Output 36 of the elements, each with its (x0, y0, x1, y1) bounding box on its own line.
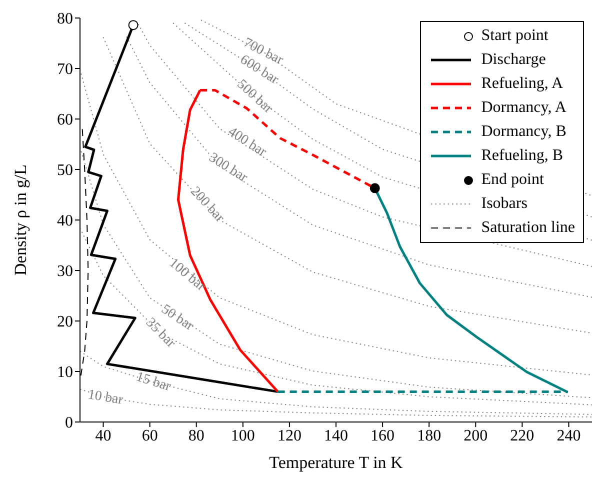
y-axis-title: Density ρ in g/L (11, 164, 30, 276)
annotation: 15 bar (134, 370, 173, 395)
legend-label: Saturation line (481, 218, 575, 238)
y-tick-label: 30 (57, 263, 73, 280)
x-tick-label: 60 (142, 427, 158, 444)
y-tick-label: 0 (65, 414, 73, 432)
x-tick-label: 100 (230, 427, 255, 444)
y-tick-label: 80 (57, 10, 73, 28)
y-tick-label: 20 (57, 314, 73, 331)
x-tick-label: 80 (188, 427, 204, 444)
legend-label: End point (481, 170, 545, 190)
x-tick-label: 200 (464, 427, 488, 444)
line-series (80, 350, 592, 415)
legend-label: Start point (481, 26, 550, 46)
x-tick-label: 40 (95, 427, 112, 444)
x-tick-label: 180 (417, 427, 442, 444)
legend-label: Dormancy, A (481, 98, 568, 118)
legend-label: Refueling, B (481, 146, 564, 166)
legend-label: Refueling, A (481, 74, 564, 94)
y-tick-label: 40 (57, 212, 73, 230)
x-tick-label: 220 (510, 427, 534, 444)
x-tick-label: 160 (370, 427, 395, 444)
y-tick-label: 70 (57, 61, 73, 78)
y-tick-label: 50 (57, 162, 73, 180)
y-tick-label: 10 (57, 364, 73, 382)
y-tick-label: 60 (57, 112, 73, 129)
legend-label: Discharge (481, 50, 547, 70)
x-tick-label: 120 (277, 427, 302, 444)
x-tick-label: 240 (556, 427, 581, 444)
x-axis-title: Temperature T in K (269, 453, 404, 472)
annotation: 200 bar (187, 184, 228, 226)
annotation: 10 bar (86, 388, 124, 408)
legend-label: Isobars (481, 194, 528, 214)
x-tick-label: 140 (324, 427, 348, 444)
legend-label: Dormancy, B (481, 122, 568, 142)
annotation: 100 bar (166, 256, 208, 295)
